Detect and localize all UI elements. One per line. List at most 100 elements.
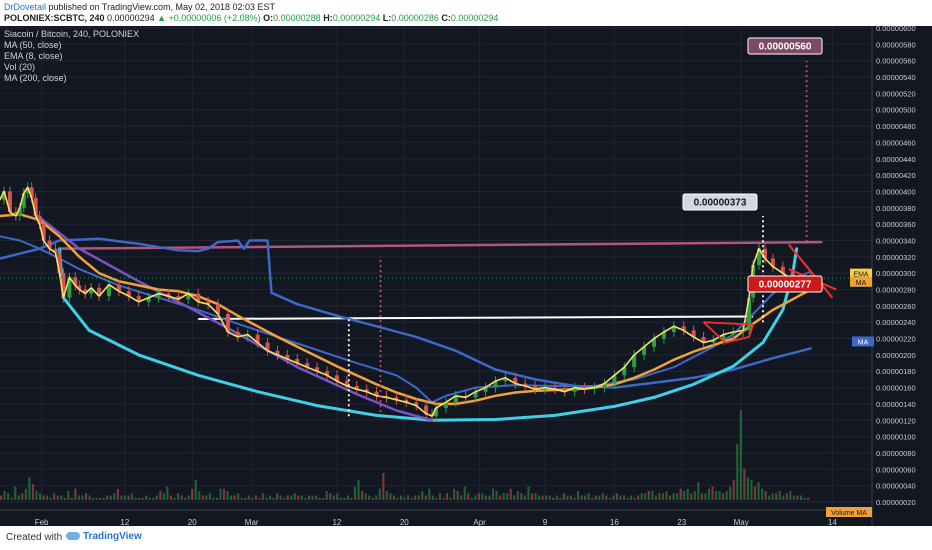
- price-axis: 0.00000600 0.00000580 0.00000560 0.00000540…: [876, 26, 916, 507]
- candle-body: [17, 207, 22, 216]
- price-change: ▲ +0.00000006 (+2.08%): [157, 13, 261, 23]
- candle-body: [235, 332, 240, 337]
- volume-bar: [201, 495, 204, 500]
- x-tick-label: 9: [543, 518, 548, 526]
- legend-item-ma50[interactable]: MA (50, close): [4, 40, 62, 50]
- volume-bar: [385, 491, 388, 500]
- legend-item-ema8[interactable]: EMA (8, close): [4, 51, 63, 61]
- flag-pattern: [702, 321, 755, 344]
- y-tick-label: 0.00000040: [876, 482, 916, 491]
- volume-bar: [56, 495, 59, 500]
- volume-bar: [272, 497, 275, 500]
- volume-bar: [697, 482, 700, 500]
- volume-bar: [559, 497, 562, 500]
- candle-body: [681, 326, 686, 331]
- volume-bar: [771, 493, 774, 500]
- volume-bar: [198, 491, 201, 500]
- volume-bar: [53, 493, 56, 500]
- volume-bar: [0, 495, 3, 500]
- volume-bar: [782, 495, 785, 500]
- y-tick-label: 0.00000060: [876, 465, 916, 474]
- price-chart[interactable]: 0.00000600 0.00000580 0.00000560 0.00000540…: [0, 26, 932, 526]
- candle-body: [533, 385, 538, 390]
- volume-bar: [477, 493, 480, 500]
- current-price-label-text: 0.00000277: [759, 280, 812, 291]
- breakout-high-label-box: [682, 193, 758, 211]
- volume-bar: [449, 497, 452, 500]
- volume-bar: [552, 497, 555, 500]
- y-tick-label: 0.00000240: [876, 318, 916, 327]
- volume-bar: [555, 495, 558, 500]
- candle-body: [77, 285, 82, 290]
- ema-axis-tag: EMA: [853, 272, 869, 279]
- volume-bar: [414, 495, 417, 500]
- volume-bar: [654, 495, 657, 500]
- candle-body: [632, 354, 637, 368]
- candle-body: [47, 240, 52, 249]
- candle-body: [265, 342, 270, 351]
- volume-bar: [88, 495, 91, 500]
- volume-bar: [658, 493, 661, 500]
- legend-item-vol[interactable]: Vol (20): [4, 62, 36, 72]
- volume-bar: [364, 493, 367, 500]
- candle-body: [107, 284, 111, 297]
- candle-body: [453, 395, 458, 403]
- x-tick-label: Apr: [473, 518, 486, 526]
- volume-bar: [116, 488, 119, 500]
- target-price-label-box: [747, 37, 823, 55]
- candle-body: [315, 367, 320, 372]
- volume-bar: [92, 497, 95, 500]
- volume-bar: [622, 495, 626, 500]
- volume-bar: [399, 495, 403, 500]
- open-label: O:: [263, 13, 274, 23]
- volume-bar: [481, 493, 484, 500]
- candle-body: [364, 389, 369, 392]
- y-tick-label: 0.00000360: [876, 220, 916, 229]
- author-link[interactable]: DrDovetail: [4, 2, 47, 12]
- volume-bar: [403, 497, 406, 500]
- volume-bar: [396, 497, 399, 500]
- volume-bar: [304, 497, 307, 500]
- candle-body: [176, 296, 181, 300]
- y-tick-label: 0.00000540: [876, 73, 916, 82]
- volume-bar: [28, 477, 31, 500]
- volume-bar: [300, 495, 303, 500]
- ohlc-line: POLONIEX:SCBTC, 240 0.00000294 ▲ +0.0000…: [4, 13, 498, 23]
- candle-body: [701, 336, 706, 343]
- volume-bar: [725, 491, 728, 500]
- candle-body: [572, 387, 577, 392]
- volume-bar: [796, 495, 799, 500]
- candle-body: [25, 187, 30, 194]
- target-price-label: 0.00000560: [747, 37, 823, 55]
- y-tick-label: 0.00000100: [876, 433, 916, 442]
- candle-body: [89, 287, 94, 294]
- candle-body: [434, 408, 438, 417]
- candle-body: [731, 332, 736, 335]
- volume-bar: [746, 477, 749, 500]
- volume-bar: [81, 495, 84, 500]
- volume-bar: [467, 493, 470, 500]
- y-tick-label: 0.00000200: [876, 351, 916, 360]
- tradingview-logo[interactable]: TradingView: [66, 531, 142, 542]
- candle-body: [592, 387, 597, 390]
- current-price-label: 0.00000277: [747, 275, 823, 293]
- volume-bar: [138, 497, 141, 500]
- volume-bar: [460, 495, 463, 500]
- breakout-high-label: 0.00000373: [682, 193, 758, 211]
- volume-bar: [502, 493, 505, 500]
- volume-bar: [258, 497, 261, 500]
- volume-bar: [573, 497, 576, 500]
- volume-bar: [307, 495, 311, 500]
- volume-bar: [431, 495, 434, 500]
- time-axis: Feb 12 20 Mar 12 20 Apr 9 16 23 May 14: [35, 518, 838, 526]
- volume-bar: [424, 495, 427, 500]
- volume-bar: [753, 486, 757, 500]
- y-tick-label: 0.00000320: [876, 253, 916, 262]
- volume-bar: [739, 410, 742, 500]
- chart-area[interactable]: 0.00000600 0.00000580 0.00000560 0.00000540…: [0, 26, 932, 526]
- x-tick-label: Mar: [245, 518, 259, 526]
- volume-bar: [63, 497, 66, 500]
- volume-bar: [350, 497, 353, 500]
- legend-item-ma200[interactable]: MA (200, close): [4, 73, 67, 83]
